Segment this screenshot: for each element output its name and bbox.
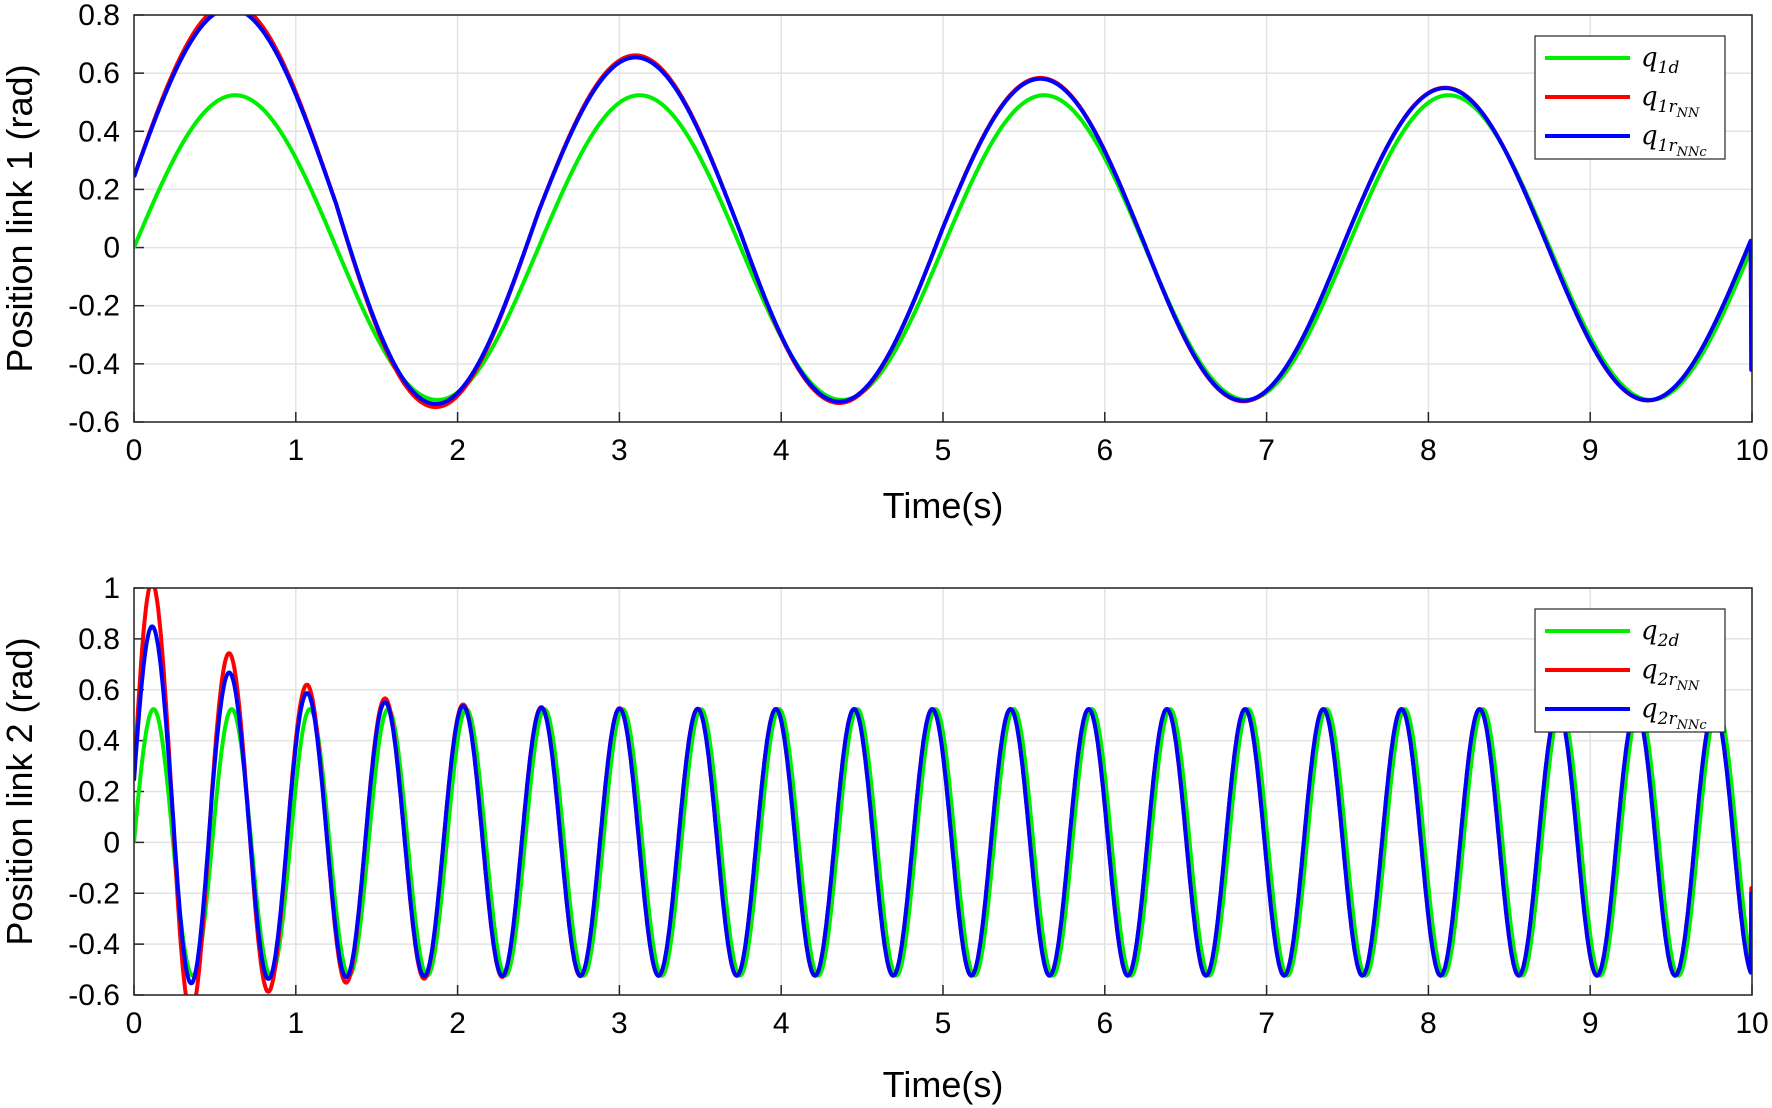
x-tick-label: 3 (611, 434, 628, 467)
x-tick-label: 9 (1582, 434, 1599, 467)
legend-subscript: 1r (1658, 97, 1678, 117)
x-tick-label: 3 (611, 1007, 628, 1040)
y-axis-label: Position link 1 (rad) (0, 64, 40, 372)
legend-symbol: q (1641, 655, 1658, 685)
x-axis-label: Time(s) (883, 485, 1004, 526)
legend-subscript: 2r (1657, 670, 1678, 690)
plot-link-2: 0 1 2 3 4 5 6 7 8 9 10 -0.6 -0.4 -0.2 0 0.2 0.4 0.6 0.8 1 Ti… (0, 572, 1769, 1105)
y-tick-label: 0.4 (78, 725, 120, 758)
series-line-q1rNNc (134, 15, 1752, 406)
legend-subscript: 1r (1658, 136, 1678, 156)
axes-frame (133, 14, 1753, 423)
x-tick-label: 10 (1735, 1007, 1768, 1040)
y-tick-label: 0.8 (78, 0, 120, 32)
legend-entry-q1rNN: q1rNN (1641, 82, 1700, 121)
legend-entry-q2d: q2d (1641, 616, 1679, 651)
legend-symbol: q (1641, 43, 1658, 73)
x-axis-label: Time(s) (883, 1064, 1004, 1105)
y-tick-label: 0.8 (78, 623, 120, 656)
y-tick-label: -0.2 (68, 877, 120, 910)
axes-frame (133, 587, 1753, 996)
legend-subscript: 2d (1657, 631, 1680, 651)
x-tick-label: 7 (1258, 1007, 1275, 1040)
legend-entry-q2rNN: q2rNN (1641, 655, 1700, 694)
x-tick-label: 6 (1096, 1007, 1113, 1040)
y-tick-label: 0.6 (78, 57, 120, 90)
y-tick-label: -0.6 (68, 979, 120, 1012)
x-tick-label: 2 (449, 434, 466, 467)
x-tick-label: 2 (449, 1007, 466, 1040)
x-tick-label: 8 (1420, 1007, 1437, 1040)
legend-entry-q1d: q1d (1641, 43, 1679, 78)
x-tick-label: 0 (126, 434, 143, 467)
y-tick-label: 0.2 (78, 776, 120, 809)
y-tick-label: -0.4 (68, 348, 120, 381)
x-tick-label: 5 (935, 1007, 952, 1040)
legend-entry-q2rNNc: q2rNNc (1641, 694, 1707, 733)
y-tick-label: 0 (103, 826, 120, 859)
x-tick-label: 9 (1582, 1007, 1599, 1040)
x-tick-label: 10 (1735, 434, 1768, 467)
legend-symbol: q (1641, 82, 1658, 112)
x-tick-label: 4 (773, 434, 790, 467)
series-line-q2rNNc (134, 624, 1752, 986)
x-tick-label: 7 (1258, 434, 1275, 467)
legend-sub-subscript: NN (1676, 679, 1700, 694)
y-axis-label: Position link 2 (rad) (0, 637, 40, 945)
y-tick-label: 0.4 (78, 115, 120, 148)
legend-sub-subscript: NN (1676, 106, 1700, 121)
x-tick-label: 1 (287, 1007, 304, 1040)
legend-sub-subscript: NNc (1676, 145, 1708, 160)
y-tick-label: -0.4 (68, 928, 120, 961)
legend-subscript: 1d (1658, 58, 1680, 78)
x-tick-label: 6 (1096, 434, 1113, 467)
x-tick-label: 0 (126, 1007, 143, 1040)
x-tick-label: 4 (773, 1007, 790, 1040)
y-tick-label: 1 (103, 572, 120, 605)
legend-symbol: q (1641, 616, 1658, 646)
legend-entry-q1rNNc: q1rNNc (1641, 121, 1707, 160)
plot-link-1: 0 1 2 3 4 5 6 7 8 9 10 -0.6 -0.4 -0.2 0 0.2 0.4 0.6 0.8 Tim… (0, 0, 1769, 526)
y-tick-label: -0.6 (68, 406, 120, 439)
y-tick-label: 0 (103, 232, 120, 265)
x-tick-label: 5 (935, 434, 952, 467)
x-tick-label: 1 (287, 434, 304, 467)
legend-subscript: 2r (1657, 709, 1678, 729)
y-tick-label: -0.2 (68, 290, 120, 323)
x-tick-label: 8 (1420, 434, 1437, 467)
legend-sub-subscript: NNc (1676, 718, 1708, 733)
legend-symbol: q (1641, 694, 1658, 724)
legend-symbol: q (1641, 121, 1658, 151)
y-tick-label: 0.2 (78, 173, 120, 206)
y-tick-label: 0.6 (78, 674, 120, 707)
